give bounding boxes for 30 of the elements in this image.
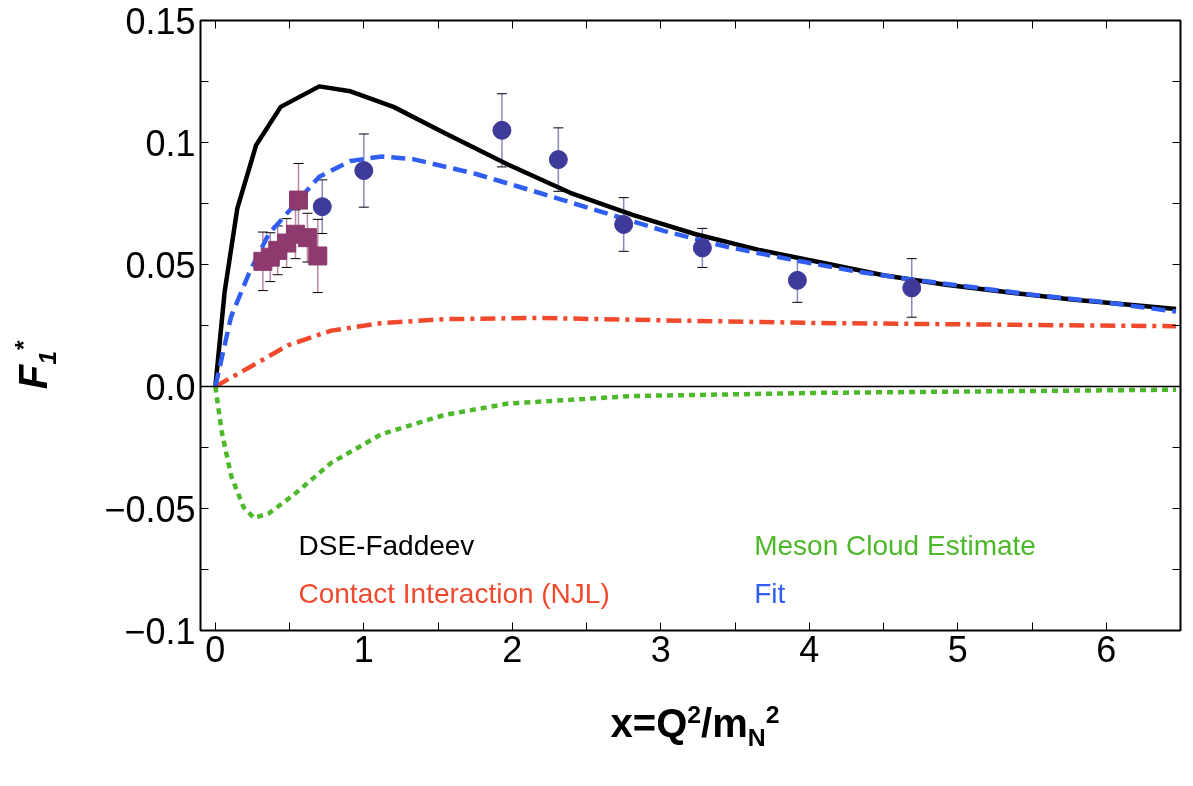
point [289, 190, 308, 210]
x-tick-label: 4 [799, 628, 820, 670]
x-tick-label: 1 [353, 628, 374, 670]
point [312, 197, 332, 217]
x-tick-label: 0 [205, 628, 226, 670]
text: Meson Cloud Estimate [754, 529, 1036, 561]
x-tick-label: 3 [650, 628, 671, 670]
point [692, 238, 712, 258]
x-tick-label: 2 [502, 628, 523, 670]
y-tick-label: 0.15 [125, 0, 196, 42]
y-tick-label: −0.1 [124, 610, 196, 652]
text: Fit [754, 578, 786, 610]
line-series [213, 384, 1179, 521]
text: Contact Interaction (NJL) [298, 578, 610, 610]
point [548, 150, 568, 170]
text: DSE-Faddeev [298, 529, 475, 561]
point [902, 278, 922, 298]
point [308, 246, 328, 266]
y-tick-label: 0.0 [145, 366, 196, 408]
x-tick-label: 5 [947, 628, 968, 670]
point [787, 270, 807, 290]
y-tick-label: 0.05 [125, 244, 196, 286]
x-tick-label: 6 [1096, 628, 1117, 670]
line-series [213, 154, 1179, 389]
point [297, 228, 317, 248]
point [614, 215, 634, 234]
y-tick-label: −0.05 [104, 488, 196, 530]
point [492, 120, 512, 140]
y-tick-label: 0.1 [145, 122, 196, 164]
point [354, 161, 374, 181]
